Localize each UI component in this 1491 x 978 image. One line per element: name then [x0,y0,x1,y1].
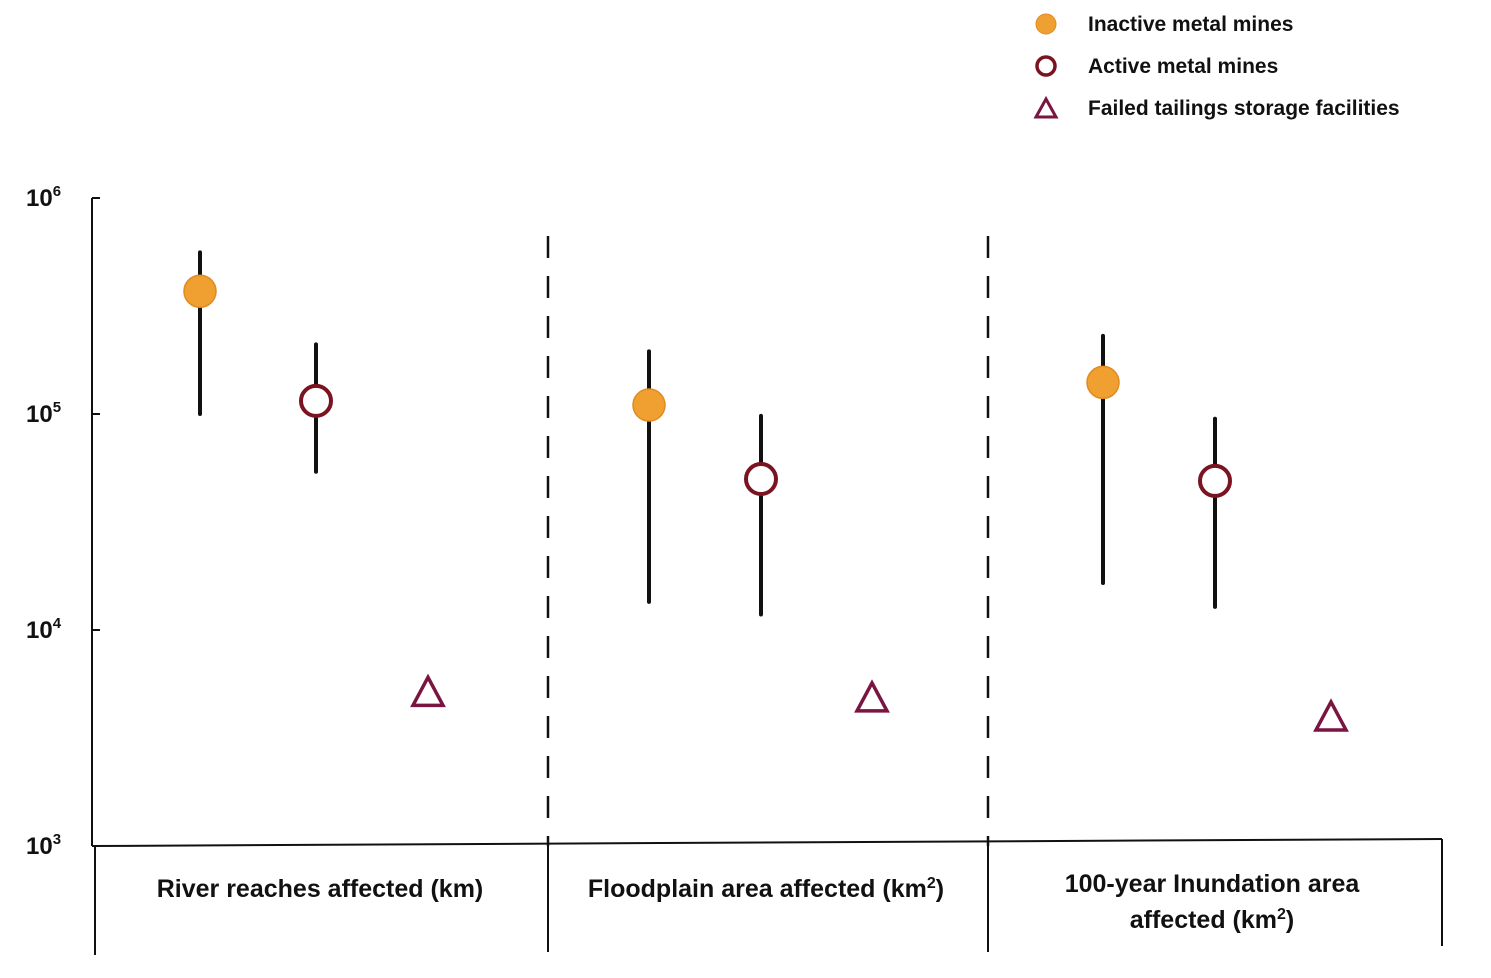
x-axis-line [91,838,1443,847]
legend: Inactive metal mines Active metal mines Fa… [1033,13,1400,120]
y-tick-label-0: 106 [26,183,61,212]
marker-s2-c1 [854,679,890,713]
category-label-1-line-0: Floodplain area affected (km2) [588,875,944,903]
marker-s1-c2 [1198,463,1232,498]
category-label-0-line-0: River reaches affected (km) [157,875,484,903]
y-tick-label-2: 104 [26,615,62,644]
legend-marker-2 [1033,95,1059,119]
legend-marker-0 [1035,13,1057,35]
marker-s2-c0 [410,673,446,708]
marker-s0-c0 [183,274,217,309]
axes: 106 105 104 103 [26,183,1443,955]
legend-marker-1 [1035,55,1057,77]
marker-s1-c0 [299,383,333,418]
category-separators [546,236,990,952]
category-labels: River reaches affected (km) Floodplain ar… [157,870,1361,934]
legend-label-2: Failed tailings storage facilities [1088,97,1400,120]
error-bars [198,250,1217,617]
marker-s1-c1 [744,462,778,497]
data-markers [183,274,1349,732]
marker-s2-c2 [1313,698,1349,732]
category-label-2-line-0: 100-year Inundation area [1065,870,1361,898]
legend-label-1: Active metal mines [1088,55,1278,78]
legend-label-0: Inactive metal mines [1088,13,1293,36]
category-label-2-line-1: affected (km2) [1130,906,1295,934]
marker-s0-c2 [1086,365,1120,400]
y-tick-label-1: 105 [26,399,61,428]
marker-s0-c1 [632,388,666,422]
y-tick-label-3: 103 [26,831,61,860]
